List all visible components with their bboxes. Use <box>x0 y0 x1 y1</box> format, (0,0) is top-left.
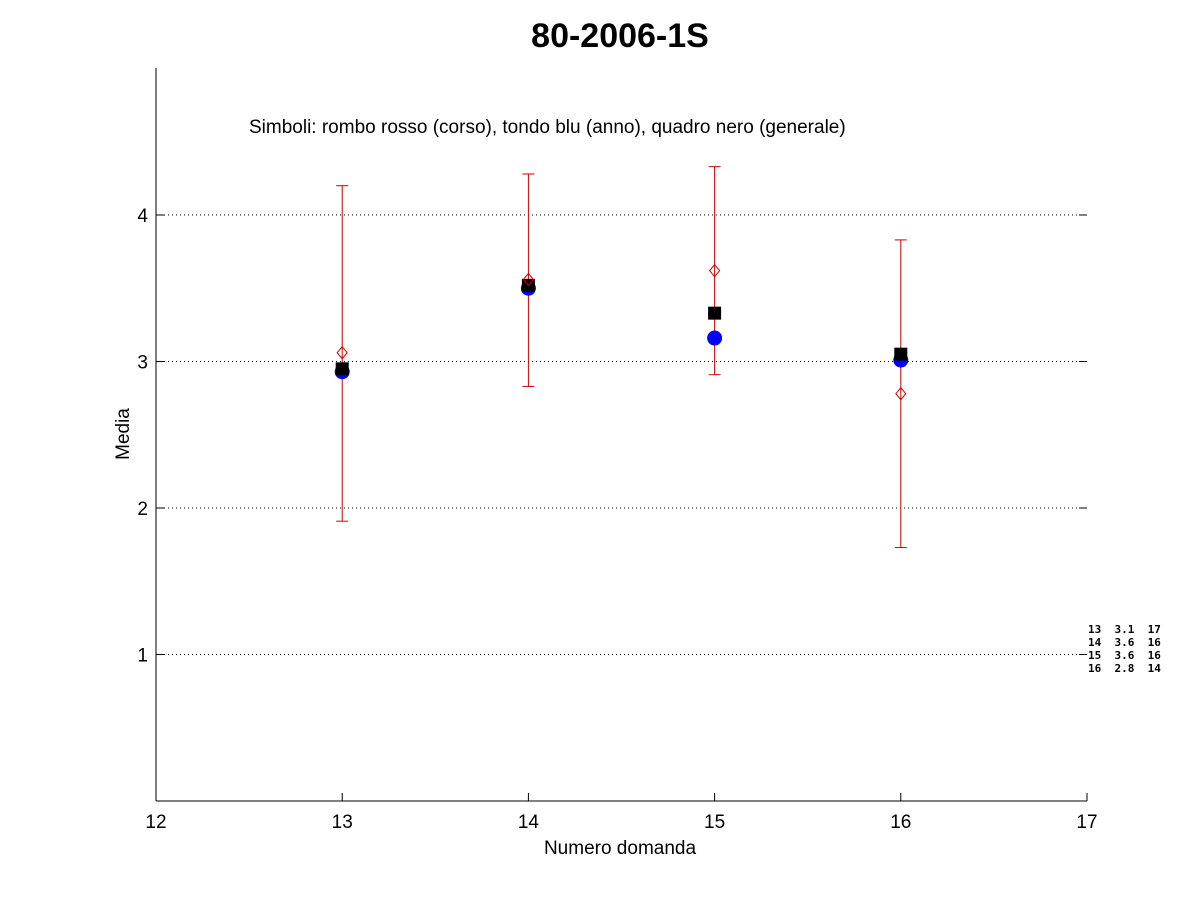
markers <box>334 263 909 401</box>
y-tick-label: 1 <box>137 646 148 667</box>
diamond-marker <box>895 386 907 401</box>
y-axis-label: Media <box>113 408 134 460</box>
chart-title: 80-2006-1S <box>531 17 709 55</box>
y-ticks: 1 2 3 4 <box>137 206 1087 667</box>
y-tick-label: 2 <box>137 499 148 520</box>
side-table-row: 13 3.1 17 <box>1088 623 1161 636</box>
circle-marker <box>707 330 723 346</box>
y-tick-label: 4 <box>137 206 148 227</box>
diamond-marker <box>336 345 348 360</box>
x-axis-label: Numero domanda <box>544 838 697 859</box>
x-tick-label: 17 <box>1076 812 1097 833</box>
x-tick-label: 15 <box>704 812 725 833</box>
square-marker <box>894 347 908 361</box>
error-bars <box>336 166 907 549</box>
x-ticks: 12 13 14 15 16 17 <box>145 793 1098 833</box>
square-marker <box>708 306 722 320</box>
axes <box>155 68 1087 802</box>
grid <box>156 214 1087 655</box>
x-tick-label: 13 <box>332 812 353 833</box>
x-tick-label: 16 <box>890 812 911 833</box>
square-marker <box>335 362 349 376</box>
diamond-marker <box>522 272 535 287</box>
side-table-row: 16 2.8 14 <box>1088 662 1161 675</box>
y-tick-label: 3 <box>137 353 148 374</box>
diamond-marker <box>708 263 721 278</box>
side-table-row: 14 3.6 16 <box>1088 636 1161 649</box>
symbol-legend-annotation: Simboli: rombo rosso (corso), tondo blu … <box>249 117 846 138</box>
x-tick-label: 12 <box>145 812 166 833</box>
side-table-row: 15 3.6 16 <box>1088 649 1161 662</box>
x-tick-label: 14 <box>518 812 540 833</box>
